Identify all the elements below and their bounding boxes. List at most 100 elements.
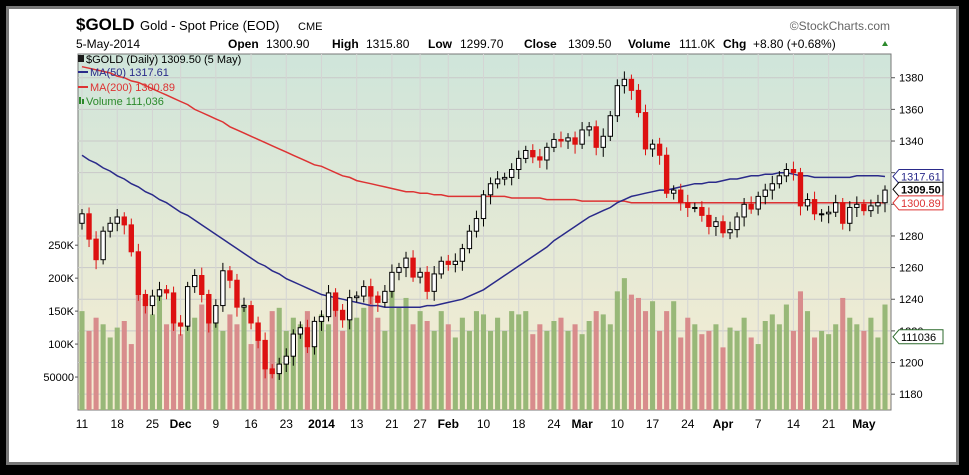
candle-body [875, 202, 881, 207]
volume-tick-label: 100K [48, 339, 74, 351]
volume-bar [185, 321, 191, 410]
volume-bar [600, 314, 606, 410]
volume-bar [424, 321, 430, 410]
candle-body [741, 203, 747, 218]
candle-body [142, 293, 149, 307]
close-label: Close [524, 37, 557, 51]
candle-body [163, 289, 170, 294]
up-arrow-icon [882, 41, 888, 46]
volume-bar [776, 324, 782, 410]
date-tick-label: 23 [280, 417, 294, 431]
ma50-last-flag-shape [892, 168, 944, 184]
candle-body [290, 333, 296, 357]
volume-bar [790, 330, 796, 410]
volume-bar [664, 311, 670, 410]
volume-bar [621, 278, 627, 410]
volume-legend-swatch-a [79, 97, 81, 104]
candle-body [403, 257, 409, 269]
candle-body [283, 355, 289, 365]
date-tick-label: 18 [512, 417, 526, 431]
ma50-layer [81, 154, 886, 308]
volume-bar [220, 330, 226, 410]
candle-body [727, 229, 733, 234]
candle-body [135, 251, 142, 295]
candle-body [565, 137, 571, 142]
candle-body [734, 216, 740, 231]
candle-body [614, 85, 621, 117]
date-tick-label: Feb [438, 417, 459, 431]
candle-body [494, 178, 501, 185]
candle-body [452, 260, 459, 265]
volume-bar [396, 307, 402, 410]
candle-body [523, 150, 529, 159]
candle-body [516, 157, 522, 171]
candle-body [459, 248, 466, 262]
volume-bar [178, 334, 184, 410]
volume-bar [797, 291, 804, 410]
volume-bar [403, 297, 409, 410]
candle-body [325, 292, 332, 318]
volume-bar [558, 317, 564, 410]
volume-bar [192, 317, 198, 410]
candle-body [79, 213, 85, 224]
volume-bar [410, 324, 416, 410]
volume-bar [537, 324, 543, 410]
candle-body [685, 202, 691, 208]
volume-bar [107, 337, 113, 410]
candle-body [269, 368, 275, 375]
candle-body [100, 230, 106, 261]
chart-frame: $GOLD Gold - Spot Price (EOD) CME ©Stock… [6, 6, 959, 465]
volume-bar [149, 314, 155, 410]
candle-body [431, 273, 437, 292]
candle-body [671, 189, 677, 194]
candle-body [318, 316, 325, 322]
candle-body [551, 138, 557, 148]
open-value: 1300.90 [266, 37, 310, 51]
volume-bar [516, 314, 522, 410]
volume-bar [297, 324, 303, 410]
price-tick-label: 1240 [899, 294, 923, 306]
candle-body [790, 169, 797, 174]
candle-body [262, 339, 268, 370]
volume-bar [706, 330, 712, 410]
volume-bar [445, 324, 451, 410]
volume-layer [79, 274, 888, 410]
candle-body [248, 305, 254, 324]
date-tick-label: Mar [571, 417, 593, 431]
volume-bar [671, 301, 677, 410]
volume-bar [452, 337, 458, 410]
candle-body [692, 206, 698, 209]
candle-body [466, 230, 473, 250]
date-tick-label: 10 [477, 417, 491, 431]
instrument-name: Gold - Spot Price (EOD) [140, 18, 279, 33]
date-tick-label: 17 [646, 417, 660, 431]
candle-body [234, 279, 240, 308]
candle-body [776, 175, 783, 185]
volume-bar [614, 291, 620, 410]
volume-tick-label: 200K [48, 273, 74, 285]
volume-bar [826, 334, 832, 410]
high-label: High [332, 37, 359, 51]
candle-body [755, 195, 761, 210]
volume-bar [340, 330, 346, 410]
candle-body [107, 222, 113, 232]
candle-body [678, 189, 684, 204]
legend-price: $GOLD (Daily) 1309.50 (5 May) [86, 54, 241, 66]
candle-body [184, 286, 191, 327]
volume-bar [227, 314, 233, 410]
volume-bar [121, 321, 127, 410]
volume-bar [438, 311, 444, 410]
volume-bar [650, 301, 656, 410]
low-value: 1299.70 [460, 37, 504, 51]
volume-bar [213, 311, 219, 410]
candle-body [445, 260, 451, 265]
volume-bar [741, 317, 747, 410]
volume-label: Volume [628, 37, 671, 51]
brand-watermark: ©StockCharts.com [790, 19, 890, 33]
candle-body [811, 199, 818, 215]
volume-bar [607, 324, 613, 410]
volume-bar [748, 337, 754, 410]
volume-bar [128, 344, 134, 410]
date-tick-label: 21 [822, 417, 836, 431]
volume-bar [86, 330, 92, 410]
